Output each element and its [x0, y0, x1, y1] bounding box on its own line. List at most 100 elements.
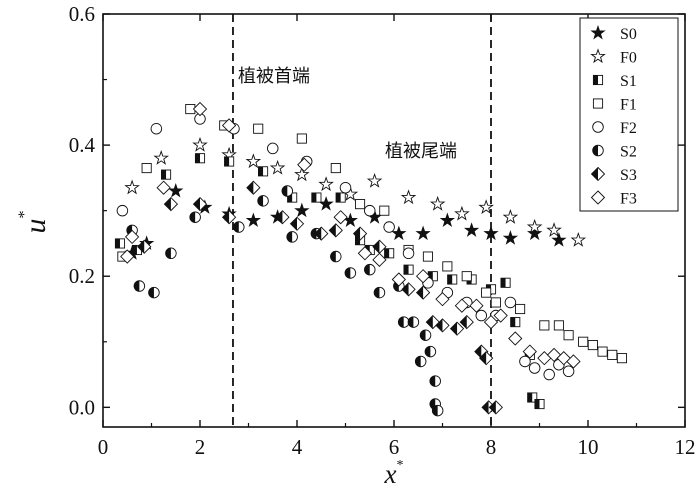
marker-square-half-fill	[132, 245, 137, 255]
marker-circle-open	[562, 365, 575, 378]
data-point	[165, 247, 177, 260]
data-point	[224, 156, 235, 167]
x-axis-title-text: x	[384, 459, 397, 489]
marker-square-open	[587, 340, 598, 351]
marker-diamond-half-fill	[137, 240, 145, 254]
data-point	[339, 181, 352, 194]
marker-diamond-open	[556, 351, 571, 366]
data-point	[379, 205, 390, 216]
legend-label: S0	[620, 26, 637, 43]
data-point	[483, 314, 499, 330]
marker-star-open	[590, 48, 606, 64]
legend-item-F2: F2	[592, 120, 637, 137]
marker-diamond-half-fill	[450, 322, 458, 336]
marker-diamond-open	[372, 252, 387, 267]
marker-circle-open	[339, 181, 352, 194]
data-point	[519, 355, 531, 368]
marker-diamond-open	[333, 210, 348, 225]
data-point	[194, 153, 206, 164]
marker-diamond-half-fill	[436, 318, 443, 332]
data-point	[318, 176, 334, 192]
marker-diamond-open	[483, 314, 499, 330]
marker-star-filled	[590, 24, 606, 40]
data-point	[415, 269, 431, 284]
marker-diamond-half-fill	[290, 217, 297, 231]
marker-square-half-fill	[287, 192, 293, 203]
marker-circle-half-fill	[311, 228, 317, 239]
data-point	[488, 400, 503, 415]
marker-circle-half-fill	[330, 251, 336, 262]
data-point	[422, 251, 434, 262]
marker-diamond-open	[415, 269, 431, 284]
data-point	[192, 101, 208, 117]
marker-diamond-half-fill	[489, 400, 496, 414]
data-point	[515, 303, 526, 315]
data-point	[314, 226, 329, 241]
data-point	[546, 222, 562, 237]
data-point	[221, 118, 237, 133]
legend-item-S0: S0	[590, 24, 637, 43]
data-point	[454, 298, 470, 313]
data-point	[137, 239, 152, 254]
marker-circle-half-fill	[398, 316, 404, 328]
marker-diamond-open	[124, 229, 140, 245]
marker-star-filled	[502, 230, 519, 245]
marker-circle-half-fill	[233, 221, 239, 233]
y-tick-label: 0.4	[69, 133, 96, 157]
legend-label: F1	[620, 97, 637, 114]
data-point	[391, 225, 407, 241]
legend-label: S2	[620, 144, 637, 161]
legend-label: F3	[620, 191, 637, 208]
marker-diamond-half-fill	[314, 227, 322, 241]
data-point	[429, 195, 446, 211]
data-point	[160, 169, 172, 180]
marker-diamond-open	[192, 101, 208, 117]
y-tick-label: 0.0	[69, 395, 95, 419]
marker-square-open	[442, 261, 453, 272]
marker-circle-open	[364, 204, 376, 217]
marker-diamond-open	[221, 118, 237, 133]
y-axis-title-sup: *	[16, 211, 33, 219]
data-point	[539, 320, 550, 331]
series-S3	[137, 180, 503, 415]
y-axis-title-text: u	[19, 219, 52, 234]
marker-star-open	[153, 150, 169, 165]
data-point	[479, 351, 494, 366]
marker-diamond-half-fill	[246, 181, 254, 195]
marker-star-filled	[294, 202, 310, 218]
data-point	[562, 365, 575, 378]
marker-star-open	[192, 136, 208, 152]
data-point	[253, 123, 264, 134]
data-point	[481, 287, 492, 298]
marker-circle-open	[475, 309, 488, 322]
marker-diamond-half-fill	[164, 197, 171, 211]
data-point	[403, 264, 414, 275]
data-point	[563, 330, 574, 341]
series-F1	[117, 104, 627, 364]
marker-star-open	[454, 205, 470, 221]
marker-diamond-half-fill	[416, 286, 424, 300]
x-axis-title: x*	[384, 458, 404, 489]
data-point	[570, 231, 587, 247]
data-point	[245, 153, 262, 169]
marker-star-open	[400, 189, 417, 205]
marker-square-open	[578, 336, 589, 347]
marker-square-open	[296, 133, 307, 144]
marker-diamond-half-fill	[372, 240, 380, 254]
marker-star-filled	[463, 222, 480, 237]
x-tick-label: 10	[578, 435, 599, 459]
marker-star-open	[570, 231, 587, 247]
data-point	[463, 222, 480, 237]
data-point	[124, 179, 140, 195]
data-point	[269, 159, 286, 175]
data-point	[233, 221, 245, 233]
data-point	[534, 399, 545, 410]
legend-label: F2	[620, 120, 637, 137]
marker-square-half-fill	[115, 238, 120, 249]
data-point	[504, 296, 517, 309]
marker-circle-half-fill	[148, 287, 154, 298]
marker-circle-half-fill	[257, 195, 264, 207]
marker-circle-half-fill	[592, 145, 598, 156]
data-point	[401, 282, 416, 297]
